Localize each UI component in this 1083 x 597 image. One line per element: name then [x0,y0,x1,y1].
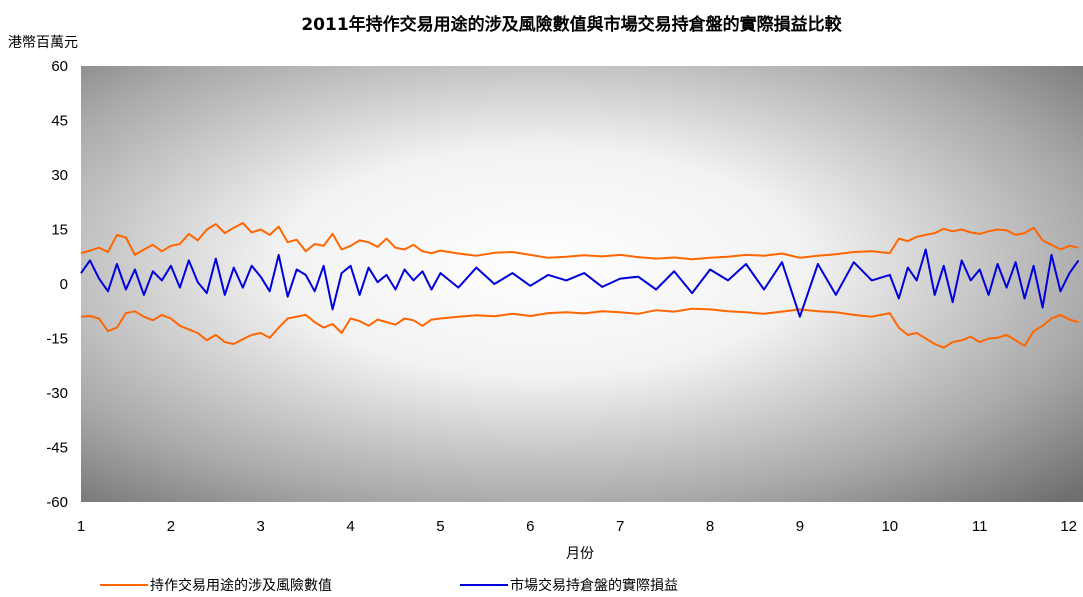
x-axis-ticks: 1 2 3 4 5 6 7 8 9 10 11 12 [77,518,1077,535]
x-tick-label: 9 [796,518,804,535]
x-tick-label: 8 [706,518,714,535]
series-pnl-line [80,248,1080,318]
legend-item-pnl: 市場交易持倉盤的實際損益 [460,575,678,595]
x-tick-label: 2 [167,518,175,535]
x-tick-label: 1 [77,518,85,535]
legend-label-pnl: 市場交易持倉盤的實際損益 [510,578,678,594]
x-tick-label: 6 [526,518,534,535]
y-tick-label: -60 [46,494,68,511]
series-lines [80,222,1080,349]
legend-item-risk: 持作交易用途的涉及風險數值 [100,575,332,595]
y-tick-label: 60 [51,58,68,75]
legend-label-risk: 持作交易用途的涉及風險數值 [150,578,332,594]
x-tick-label: 4 [346,518,354,535]
x-tick-label: 10 [881,518,898,535]
y-axis-unit-label: 港幣百萬元 [8,35,78,51]
x-tick-label: 7 [616,518,624,535]
x-tick-label: 5 [436,518,444,535]
y-tick-label: 30 [51,167,68,184]
series-risk-lower-line [80,307,1079,349]
y-tick-label: -30 [46,385,68,402]
y-axis-ticks: 60 45 30 15 0 -15 -30 -45 -60 [46,58,68,511]
y-tick-label: 45 [51,113,68,130]
y-tick-label: 0 [60,276,68,293]
series-risk-upper-line [80,222,1079,261]
chart-title: 2011年持作交易用途的涉及風險數值與市場交易持倉盤的實際損益比較 [301,15,842,35]
plot-area [81,66,1083,502]
x-tick-label: 3 [257,518,265,535]
x-axis-label: 月份 [566,546,594,562]
legend-swatch-risk [100,584,148,586]
y-tick-label: 15 [51,222,68,239]
x-tick-label: 12 [1060,518,1077,535]
y-tick-label: -45 [46,440,68,457]
y-tick-label: -15 [46,331,68,348]
legend-swatch-pnl [460,584,508,586]
x-tick-label: 11 [972,518,988,535]
